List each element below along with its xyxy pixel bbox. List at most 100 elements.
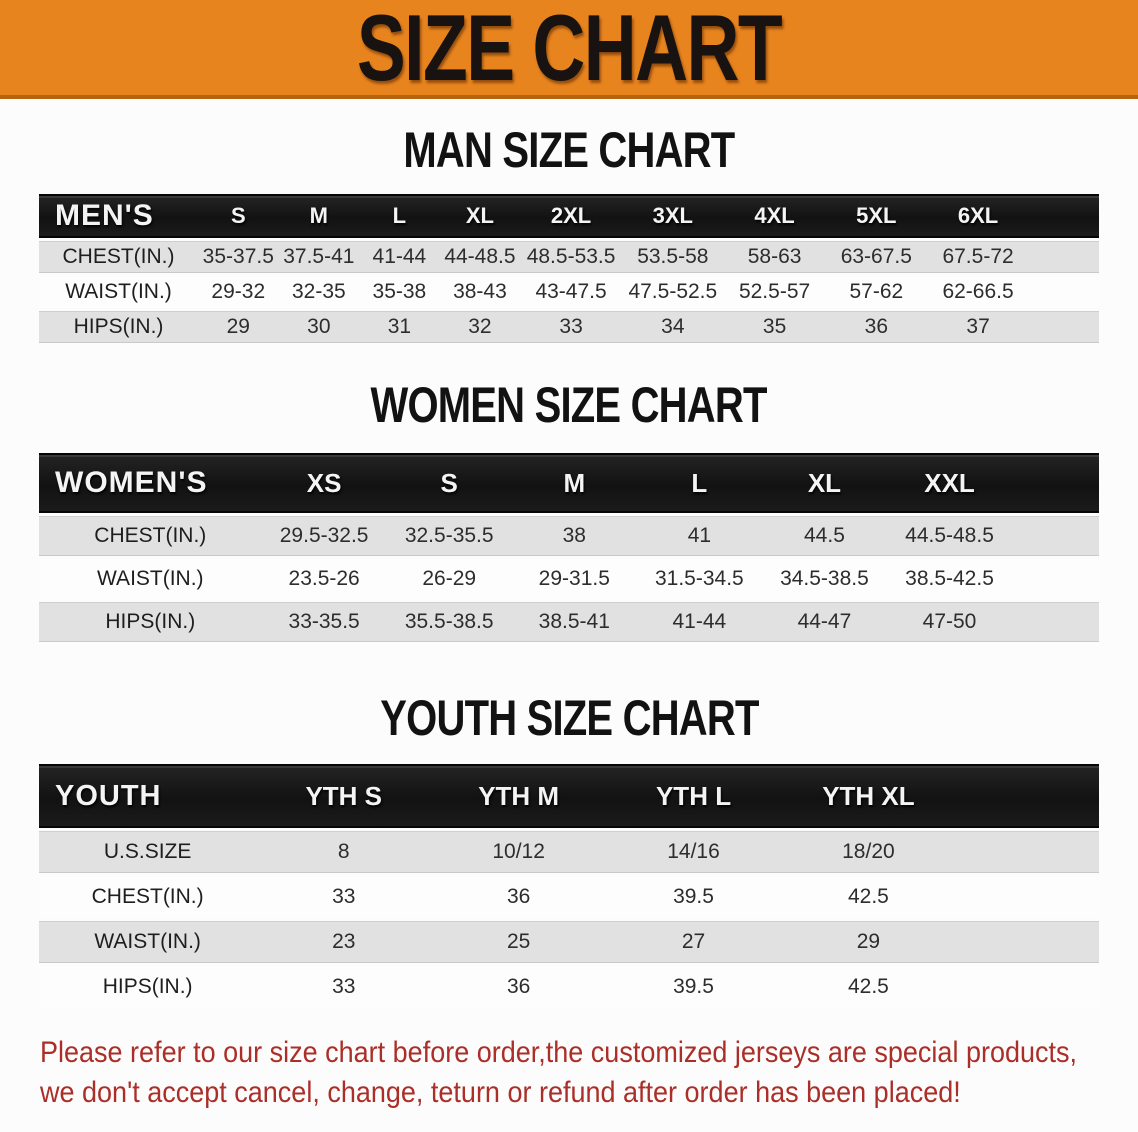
- row-label: CHEST(IN.): [39, 241, 199, 273]
- youth-size-col-m: YTH M: [431, 764, 607, 828]
- row-spacer: [1012, 559, 1099, 599]
- men-section: MAN SIZE CHART MEN'S S M L XL 2XL 3XL 4X…: [0, 122, 1138, 346]
- size-value-cell: 35.5-38.5: [386, 602, 512, 642]
- size-value-cell: 29-31.5: [511, 559, 637, 599]
- youth-section: YOUTH SIZE CHART YOUTH YTH S YTH M YTH L…: [0, 690, 1138, 1011]
- youth-size-table: YOUTH YTH S YTH M YTH L YTH XL U.S.SIZE …: [39, 761, 1099, 1011]
- size-value-cell: 33: [256, 966, 432, 1008]
- size-value-cell: 29: [198, 311, 279, 343]
- size-value-cell: 25: [431, 921, 607, 963]
- size-value-cell: 67.5-72: [927, 241, 1029, 273]
- women-size-col-xl: XL: [761, 453, 887, 513]
- size-value-cell: 36: [825, 311, 928, 343]
- women-size-col-l: L: [636, 453, 762, 513]
- men-size-col-3xl: 3XL: [621, 194, 724, 238]
- youth-group-label: YOUTH: [39, 764, 257, 828]
- size-value-cell: 29.5-32.5: [261, 516, 387, 556]
- size-chart-banner: SIZE CHART: [0, 0, 1138, 99]
- size-value-cell: 58-63: [723, 241, 826, 273]
- size-value-cell: 32.5-35.5: [386, 516, 512, 556]
- women-size-col-xs: XS: [261, 453, 387, 513]
- disclaimer-line-2: we don't accept cancel, change, teturn o…: [40, 1076, 961, 1109]
- size-value-cell: 29: [780, 921, 956, 963]
- size-value-cell: 33: [520, 311, 622, 343]
- men-section-title-text: MAN SIZE CHART: [403, 122, 735, 178]
- men-size-col-6xl: 6XL: [927, 194, 1029, 238]
- size-value-cell: 39.5: [606, 876, 781, 918]
- size-value-cell: 38.5-41: [511, 602, 637, 642]
- size-value-cell: 36: [431, 966, 607, 1008]
- youth-ussize-row: U.S.SIZE 8 10/12 14/16 18/20: [39, 831, 1099, 873]
- row-label: WAIST(IN.): [39, 921, 257, 963]
- size-value-cell: 41-44: [359, 241, 440, 273]
- women-header-row: WOMEN'S XS S M L XL XXL: [39, 453, 1099, 513]
- women-size-col-xxl: XXL: [886, 453, 1013, 513]
- row-spacer: [955, 876, 1099, 918]
- size-value-cell: 30: [278, 311, 360, 343]
- disclaimer-line-1: Please refer to our size chart before or…: [40, 1036, 1078, 1069]
- size-value-cell: 57-62: [825, 276, 928, 308]
- youth-size-col-s: YTH S: [256, 764, 432, 828]
- men-size-col-s: S: [198, 194, 279, 238]
- youth-header-spacer: [955, 764, 1099, 828]
- row-label: HIPS(IN.): [39, 966, 257, 1008]
- size-value-cell: 26-29: [386, 559, 512, 599]
- row-spacer: [955, 921, 1099, 963]
- youth-section-title-text: YOUTH SIZE CHART: [379, 690, 759, 746]
- men-header-spacer: [1028, 194, 1099, 238]
- size-value-cell: 29-32: [198, 276, 279, 308]
- youth-hips-row: HIPS(IN.) 33 36 39.5 42.5: [39, 966, 1099, 1008]
- row-spacer: [1028, 276, 1099, 308]
- size-value-cell: 41-44: [636, 602, 762, 642]
- size-value-cell: 34.5-38.5: [761, 559, 887, 599]
- women-hips-row: HIPS(IN.) 33-35.5 35.5-38.5 38.5-41 41-4…: [39, 602, 1099, 642]
- size-value-cell: 44.5-48.5: [886, 516, 1013, 556]
- row-label: CHEST(IN.): [39, 876, 257, 918]
- size-value-cell: 44.5: [761, 516, 887, 556]
- size-value-cell: 47-50: [886, 602, 1013, 642]
- size-value-cell: 52.5-57: [723, 276, 826, 308]
- size-value-cell: 42.5: [780, 966, 956, 1008]
- women-size-col-s: S: [386, 453, 512, 513]
- size-value-cell: 39.5: [606, 966, 781, 1008]
- row-label: HIPS(IN.): [39, 311, 199, 343]
- row-label: HIPS(IN.): [39, 602, 262, 642]
- size-value-cell: 32-35: [278, 276, 360, 308]
- size-value-cell: 31.5-34.5: [636, 559, 762, 599]
- women-section-title-text: WOMEN SIZE CHART: [370, 377, 768, 433]
- disclaimer: Please refer to our size chart before or…: [40, 1033, 1138, 1113]
- size-value-cell: 32: [439, 311, 521, 343]
- size-value-cell: 31: [359, 311, 440, 343]
- size-value-cell: 27: [606, 921, 781, 963]
- youth-size-col-l: YTH L: [606, 764, 781, 828]
- row-label: WAIST(IN.): [39, 276, 199, 308]
- size-value-cell: 36: [431, 876, 607, 918]
- size-value-cell: 37.5-41: [278, 241, 360, 273]
- men-size-col-5xl: 5XL: [825, 194, 928, 238]
- size-value-cell: 38: [511, 516, 637, 556]
- size-value-cell: 34: [621, 311, 724, 343]
- men-size-col-xl: XL: [439, 194, 521, 238]
- size-value-cell: 35: [723, 311, 826, 343]
- size-value-cell: 8: [256, 831, 432, 873]
- size-value-cell: 42.5: [780, 876, 956, 918]
- men-waist-row: WAIST(IN.) 29-32 32-35 35-38 38-43 43-47…: [39, 276, 1099, 308]
- men-size-col-l: L: [359, 194, 440, 238]
- size-value-cell: 63-67.5: [825, 241, 928, 273]
- size-value-cell: 62-66.5: [927, 276, 1029, 308]
- row-spacer: [1012, 516, 1099, 556]
- men-size-col-2xl: 2XL: [520, 194, 622, 238]
- size-value-cell: 14/16: [606, 831, 781, 873]
- men-size-table: MEN'S S M L XL 2XL 3XL 4XL 5XL 6XL CHEST…: [39, 191, 1099, 346]
- men-group-label: MEN'S: [39, 194, 199, 238]
- size-value-cell: 47.5-52.5: [621, 276, 724, 308]
- size-value-cell: 33: [256, 876, 432, 918]
- size-value-cell: 41: [636, 516, 762, 556]
- row-label: CHEST(IN.): [39, 516, 262, 556]
- size-value-cell: 35-38: [359, 276, 440, 308]
- row-spacer: [1028, 311, 1099, 343]
- size-value-cell: 48.5-53.5: [520, 241, 622, 273]
- banner-title: SIZE CHART: [356, 0, 783, 99]
- row-spacer: [1028, 241, 1099, 273]
- youth-section-title: YOUTH SIZE CHART: [0, 690, 1138, 746]
